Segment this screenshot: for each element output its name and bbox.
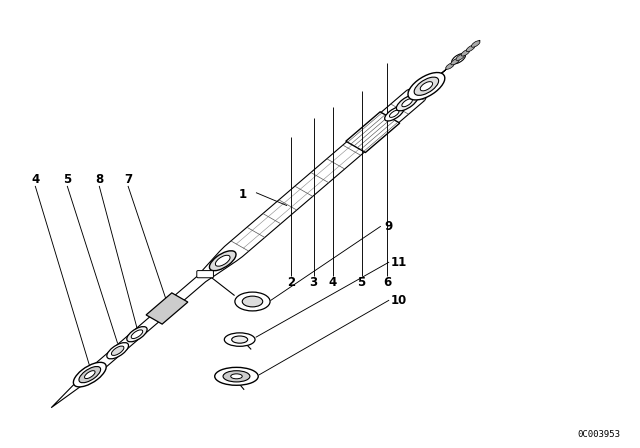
Ellipse shape bbox=[209, 251, 236, 271]
Text: 7: 7 bbox=[124, 172, 132, 186]
Text: 10: 10 bbox=[390, 293, 406, 307]
Ellipse shape bbox=[225, 333, 255, 346]
Ellipse shape bbox=[408, 73, 445, 100]
Ellipse shape bbox=[107, 343, 129, 359]
Ellipse shape bbox=[84, 370, 95, 379]
Ellipse shape bbox=[420, 82, 433, 91]
Ellipse shape bbox=[235, 292, 270, 311]
Text: 3: 3 bbox=[310, 276, 317, 289]
Text: 8: 8 bbox=[95, 172, 103, 186]
Text: 4: 4 bbox=[329, 276, 337, 289]
Polygon shape bbox=[146, 293, 188, 324]
Ellipse shape bbox=[467, 45, 475, 52]
Ellipse shape bbox=[127, 327, 147, 342]
Ellipse shape bbox=[223, 371, 250, 382]
Ellipse shape bbox=[445, 63, 454, 69]
Ellipse shape bbox=[74, 362, 106, 387]
Ellipse shape bbox=[216, 255, 230, 266]
Ellipse shape bbox=[396, 95, 418, 111]
Ellipse shape bbox=[451, 58, 460, 65]
Ellipse shape bbox=[215, 367, 259, 385]
Ellipse shape bbox=[472, 41, 480, 47]
Text: 2: 2 bbox=[287, 276, 295, 289]
FancyBboxPatch shape bbox=[197, 271, 214, 278]
Ellipse shape bbox=[456, 54, 465, 60]
Ellipse shape bbox=[385, 107, 404, 121]
Ellipse shape bbox=[390, 110, 399, 117]
Ellipse shape bbox=[232, 336, 248, 343]
Text: 0C003953: 0C003953 bbox=[578, 430, 621, 439]
Polygon shape bbox=[346, 112, 400, 152]
Ellipse shape bbox=[243, 296, 263, 307]
Text: 11: 11 bbox=[390, 255, 406, 269]
Text: 6: 6 bbox=[383, 276, 391, 289]
Text: 5: 5 bbox=[358, 276, 365, 289]
Ellipse shape bbox=[111, 346, 124, 355]
Text: 9: 9 bbox=[384, 220, 392, 233]
Ellipse shape bbox=[79, 366, 100, 383]
Ellipse shape bbox=[461, 50, 470, 56]
Text: 4: 4 bbox=[31, 172, 39, 186]
Ellipse shape bbox=[402, 99, 412, 107]
Ellipse shape bbox=[414, 77, 438, 95]
Ellipse shape bbox=[131, 330, 143, 339]
Ellipse shape bbox=[452, 54, 465, 64]
Ellipse shape bbox=[231, 374, 243, 379]
Text: 5: 5 bbox=[63, 172, 71, 186]
Text: 1: 1 bbox=[239, 188, 247, 202]
Polygon shape bbox=[51, 40, 480, 408]
